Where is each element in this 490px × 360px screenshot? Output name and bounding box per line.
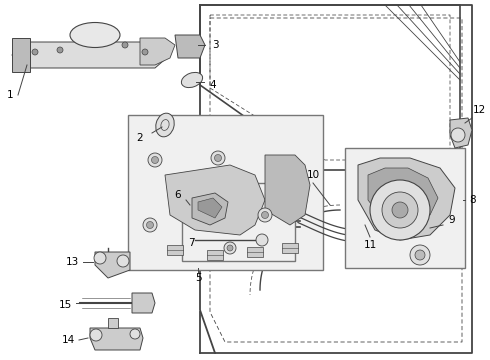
Text: 13: 13 — [65, 257, 78, 267]
Text: 2: 2 — [137, 133, 143, 143]
Polygon shape — [165, 165, 265, 235]
Ellipse shape — [156, 113, 174, 137]
Circle shape — [142, 49, 148, 55]
Text: 14: 14 — [61, 335, 74, 345]
Circle shape — [90, 329, 102, 341]
Circle shape — [130, 329, 140, 339]
Bar — [207, 250, 223, 260]
Text: 12: 12 — [472, 105, 486, 115]
Text: 11: 11 — [364, 240, 377, 250]
Bar — [282, 243, 298, 253]
Circle shape — [392, 202, 408, 218]
Polygon shape — [90, 328, 143, 350]
Text: 4: 4 — [210, 80, 216, 90]
Bar — [345, 148, 465, 268]
Circle shape — [151, 157, 158, 163]
Text: 7: 7 — [188, 238, 195, 248]
Bar — [182, 183, 295, 261]
Circle shape — [262, 211, 269, 219]
Bar — [247, 247, 263, 257]
Text: 3: 3 — [212, 40, 219, 50]
Circle shape — [410, 245, 430, 265]
Circle shape — [211, 151, 225, 165]
Polygon shape — [265, 155, 310, 225]
Circle shape — [224, 242, 236, 254]
Text: 15: 15 — [58, 300, 72, 310]
Circle shape — [57, 47, 63, 53]
Text: 10: 10 — [306, 170, 319, 180]
Polygon shape — [450, 118, 472, 148]
Polygon shape — [12, 38, 30, 72]
Bar — [167, 245, 183, 255]
Circle shape — [370, 180, 430, 240]
Polygon shape — [358, 158, 455, 240]
Circle shape — [258, 208, 272, 222]
Text: 8: 8 — [470, 195, 476, 205]
Polygon shape — [175, 35, 205, 58]
Ellipse shape — [181, 72, 202, 87]
Polygon shape — [140, 38, 175, 65]
Polygon shape — [198, 198, 222, 218]
Circle shape — [451, 128, 465, 142]
Circle shape — [143, 218, 157, 232]
Circle shape — [32, 49, 38, 55]
Circle shape — [148, 153, 162, 167]
Circle shape — [117, 255, 129, 267]
Circle shape — [415, 250, 425, 260]
Text: 6: 6 — [175, 190, 181, 200]
Circle shape — [147, 221, 153, 229]
Polygon shape — [12, 42, 170, 68]
Polygon shape — [192, 193, 228, 225]
Text: 5: 5 — [195, 273, 201, 283]
Circle shape — [215, 154, 221, 162]
Ellipse shape — [70, 22, 120, 48]
Circle shape — [382, 192, 418, 228]
Polygon shape — [108, 318, 118, 328]
Polygon shape — [95, 252, 130, 278]
Circle shape — [122, 42, 128, 48]
Text: 9: 9 — [449, 215, 455, 225]
Text: 1: 1 — [7, 90, 13, 100]
Polygon shape — [368, 168, 438, 228]
Polygon shape — [132, 293, 155, 313]
Circle shape — [256, 234, 268, 246]
Bar — [128, 115, 323, 270]
Circle shape — [94, 252, 106, 264]
Circle shape — [227, 245, 233, 251]
